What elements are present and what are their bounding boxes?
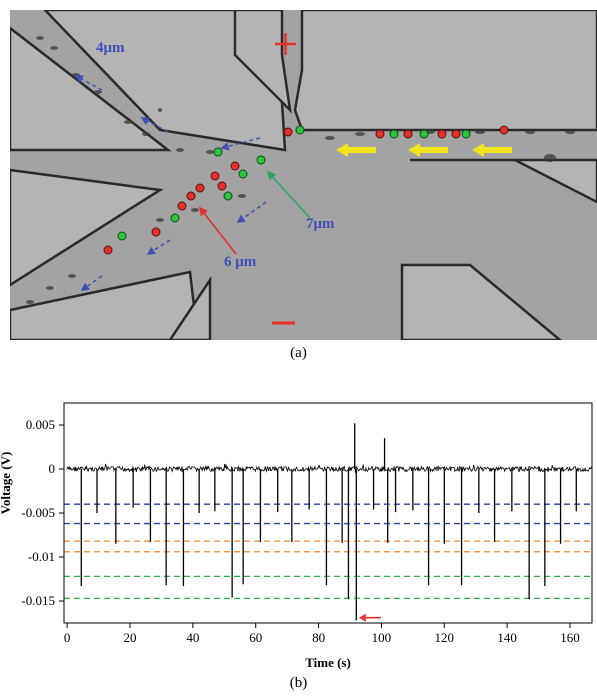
baseline-noise xyxy=(66,463,592,474)
micrograph-panel: 4μm 7μm 6 μm xyxy=(10,10,597,340)
y-tick-label: -0.005 xyxy=(21,505,55,520)
caption-b: (b) xyxy=(289,675,308,691)
plot-frame xyxy=(63,402,593,624)
x-tick-label: 20 xyxy=(124,630,137,645)
x-tick-label: 0 xyxy=(64,630,71,645)
trajectory-arrows xyxy=(74,75,267,291)
annotation-arrow-head xyxy=(358,613,366,622)
label-6um: 6 μm xyxy=(224,254,257,270)
flow-arrows xyxy=(336,143,512,157)
label-4um: 4μm xyxy=(96,40,125,56)
x-tick-label: 80 xyxy=(312,630,325,645)
threshold-lines xyxy=(64,503,592,600)
axes: 0 20 40 60 80 100 120 140 160 0.005 0 -0.005 -0.01 -0… xyxy=(21,402,593,645)
y-tick-label: 0 xyxy=(49,461,56,476)
x-tick-label: 40 xyxy=(186,630,199,645)
voltage-chart: 0 20 40 60 80 100 120 140 160 0.005 0 -0.005 -0.01 -0… xyxy=(0,402,593,670)
pointer-7um-arrow xyxy=(266,170,311,219)
y-tick-label: 0.005 xyxy=(26,417,55,432)
x-tick-label: 60 xyxy=(249,630,262,645)
label-7um: 7μm xyxy=(306,216,335,232)
particles-green xyxy=(117,125,471,241)
caption-a: (a) xyxy=(290,345,307,361)
channel-walls xyxy=(10,10,597,340)
x-axis-title: Time (s) xyxy=(305,655,351,670)
x-tick-label: 100 xyxy=(372,630,392,645)
x-tick-label: 140 xyxy=(497,630,517,645)
y-tick-label: -0.015 xyxy=(21,593,55,608)
micrograph-image: 4μm 7μm 6 μm xyxy=(10,10,597,340)
voltage-trace xyxy=(66,423,592,621)
x-tick-label: 120 xyxy=(435,630,455,645)
particles-red xyxy=(103,125,509,255)
y-tick-label: -0.01 xyxy=(28,549,55,564)
x-tick-label: 160 xyxy=(560,630,580,645)
pointer-6um-arrow xyxy=(198,206,237,255)
electrode-positive xyxy=(275,33,296,55)
y-axis-title: Voltage (V) xyxy=(0,452,13,515)
